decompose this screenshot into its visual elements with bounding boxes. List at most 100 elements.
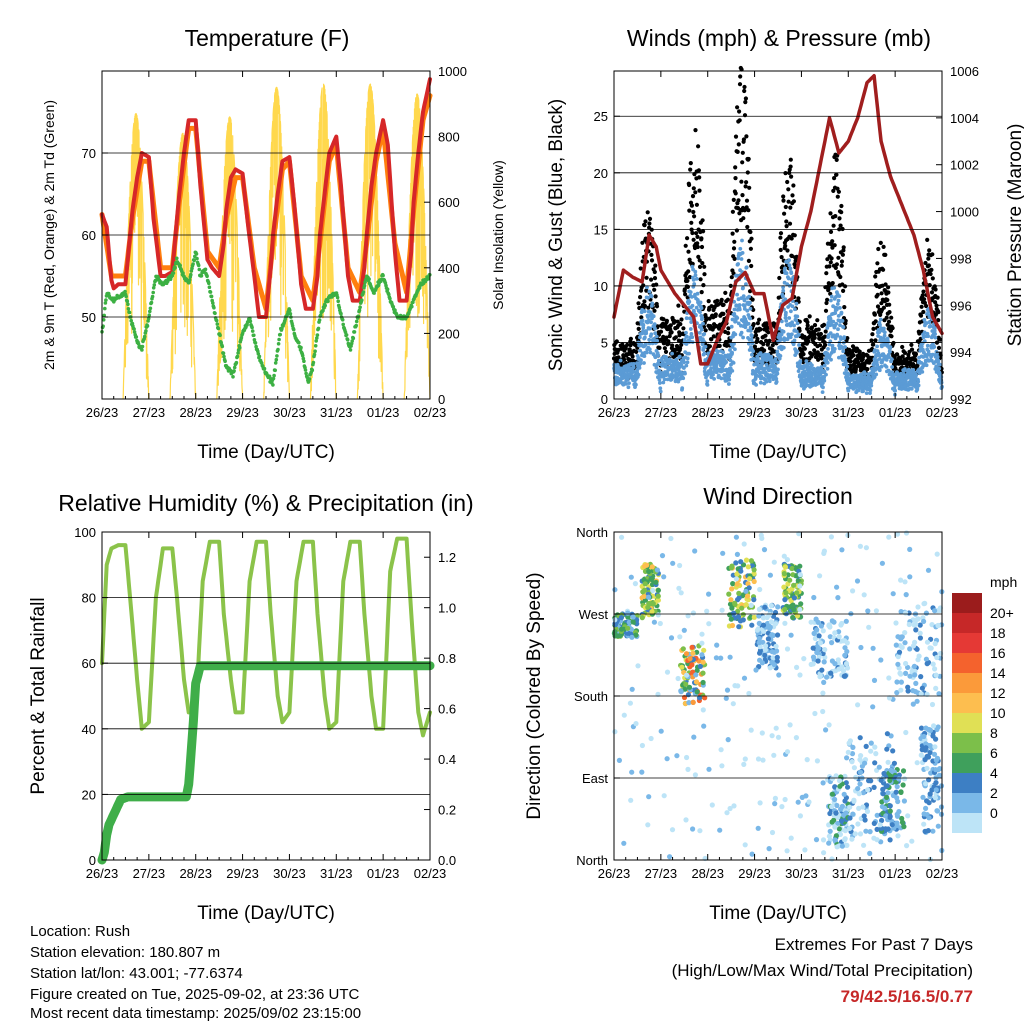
humidity-x-tick-label: 28/23 — [179, 866, 212, 881]
gust-point — [690, 194, 696, 199]
wind-direction-point — [919, 685, 926, 691]
sonic-wind-point — [846, 388, 851, 393]
gust-point — [742, 88, 747, 94]
winds-x-tick-label: 02/23 — [926, 405, 959, 420]
gust-point — [636, 301, 641, 306]
wind-direction-point — [890, 591, 896, 597]
sonic-wind-point — [933, 326, 937, 330]
wind-direction-point — [844, 665, 851, 671]
gust-point — [678, 322, 683, 327]
gust-point — [683, 243, 688, 248]
gust-point — [735, 105, 740, 110]
wind-direction-point — [733, 534, 740, 540]
gust-point — [744, 198, 750, 203]
gust-point — [749, 263, 754, 269]
wind-direction-point — [895, 654, 901, 660]
gust-point — [890, 326, 895, 331]
wind-direction-point — [927, 749, 933, 756]
gust-point — [737, 118, 742, 123]
wind-direction-point — [849, 751, 856, 757]
winds-x-axis-label: Time (Day/UTC) — [709, 442, 847, 463]
sonic-wind-point — [829, 357, 833, 362]
sonic-wind-point — [744, 265, 749, 270]
wind-direction-point — [923, 781, 929, 787]
sonic-wind-point — [770, 358, 774, 362]
sonic-wind-point — [692, 282, 697, 286]
wind-direction-point — [685, 692, 692, 698]
dewpoint-point — [310, 368, 315, 373]
wind-direction-point — [857, 735, 863, 741]
sonic-wind-point — [730, 345, 735, 349]
dewpoint-point — [317, 318, 322, 322]
wind-direction-point — [781, 584, 787, 590]
sonic-wind-point — [834, 321, 839, 326]
gust-point — [878, 240, 883, 245]
wind-direction-point — [789, 565, 795, 572]
gust-point — [929, 290, 935, 295]
dewpoint-point — [257, 354, 262, 359]
gust-point — [701, 229, 706, 234]
sonic-wind-point — [697, 331, 702, 335]
gust-point — [746, 156, 751, 162]
dewpoint-point — [142, 334, 147, 339]
wind-direction-point — [806, 799, 812, 805]
gust-point — [649, 252, 654, 257]
wind-direction-point — [751, 614, 757, 620]
gust-point — [725, 297, 731, 302]
gust-point — [749, 236, 754, 241]
dewpoint-point — [339, 311, 343, 316]
wind-direction-point — [902, 630, 908, 636]
wind-direction-point — [870, 704, 876, 710]
wind-direction-point — [764, 614, 770, 621]
winds-right-tick-label: 992 — [950, 392, 972, 407]
wind-direction-point — [887, 837, 893, 843]
dewpoint-point — [356, 314, 361, 319]
wind-direction-point — [860, 804, 866, 810]
sonic-wind-point — [933, 335, 938, 340]
wind-direction-point — [903, 610, 909, 616]
temperature-right-tick-label: 600 — [438, 195, 460, 210]
sonic-wind-point — [705, 383, 710, 387]
gust-point — [834, 172, 839, 177]
sonic-wind-point — [836, 298, 841, 303]
sonic-wind-point — [644, 342, 648, 347]
wind-direction-point — [782, 620, 788, 626]
sonic-wind-point — [842, 335, 847, 339]
sonic-wind-point — [789, 309, 793, 314]
wind-direction-point — [769, 733, 775, 739]
sonic-wind-point — [779, 337, 783, 342]
wind-direction-point — [756, 620, 762, 627]
sonic-wind-point — [882, 326, 886, 331]
wind-direction-point — [736, 595, 742, 601]
sonic-wind-point — [699, 306, 704, 310]
wind-direction-point — [857, 543, 864, 549]
sonic-wind-point — [642, 361, 646, 365]
wind-direction-point — [851, 765, 858, 771]
gust-point — [926, 256, 931, 261]
dewpoint-point — [323, 303, 328, 308]
wind-direction-point — [868, 740, 874, 746]
dewpoint-point — [372, 291, 376, 295]
dewpoint-point — [232, 369, 236, 373]
sonic-wind-point — [646, 295, 650, 300]
gust-point — [746, 208, 751, 213]
sonic-wind-point — [822, 378, 827, 383]
wind-direction-point — [696, 695, 703, 701]
sonic-wind-point — [783, 315, 788, 320]
wind-direction-point — [717, 827, 723, 833]
sonic-wind-point — [735, 316, 740, 320]
sonic-wind-point — [644, 331, 649, 336]
sonic-wind-point — [624, 382, 628, 386]
sonic-wind-point — [684, 316, 689, 321]
wind-direction-point — [829, 804, 835, 810]
wind-direction-point — [856, 805, 862, 812]
wind-direction-point — [832, 796, 838, 803]
sonic-wind-point — [878, 323, 882, 327]
wind-direction-point — [759, 660, 766, 666]
gust-point — [647, 216, 653, 221]
wind-direction-point — [751, 578, 757, 585]
wind-direction-point — [891, 760, 898, 766]
wind-direction-point — [736, 624, 742, 630]
gust-point — [921, 289, 926, 294]
sonic-wind-point — [640, 318, 645, 323]
